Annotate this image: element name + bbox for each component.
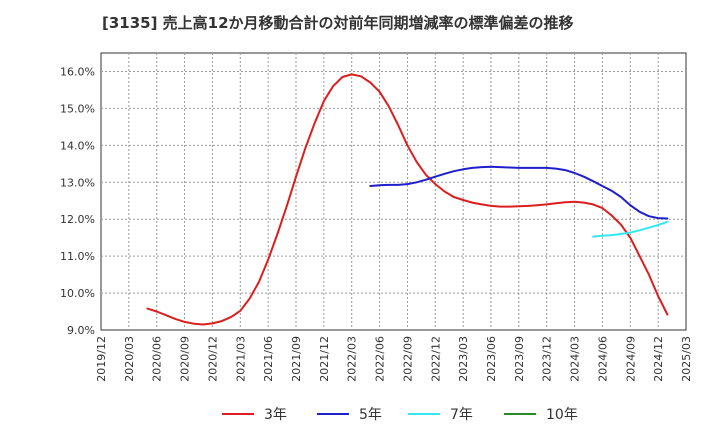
x-tick-label: 2022/12	[429, 336, 442, 382]
y-tick-label: 13.0%	[60, 176, 95, 189]
legend-label-10年: 10年	[546, 407, 578, 423]
x-tick-label: 2022/03	[346, 336, 359, 382]
y-tick-label: 10.0%	[60, 287, 95, 300]
y-tick-label: 12.0%	[60, 213, 95, 226]
x-tick-label: 2024/09	[624, 336, 637, 382]
x-tick-label: 2021/03	[234, 336, 247, 382]
legend-label-5年: 5年	[359, 407, 382, 423]
plot-area	[100, 52, 687, 331]
x-tick-label: 2024/06	[596, 336, 609, 382]
x-tick-label: 2025/03	[680, 336, 693, 382]
x-tick-label: 2021/06	[262, 336, 275, 382]
x-tick-label: 2023/09	[513, 336, 526, 382]
axis-labels: 9.0% 10.0% 11.0% 12.0% 13.0% 14.0% 15.0% 16.0% 2…	[60, 65, 693, 381]
x-tick-label: 2020/12	[206, 336, 219, 382]
grid-lines	[101, 53, 686, 330]
y-tick-label: 16.0%	[60, 65, 95, 78]
x-tick-label: 2023/06	[485, 336, 498, 382]
x-tick-label: 2022/09	[401, 336, 414, 382]
y-tick-label: 11.0%	[60, 250, 95, 263]
series-line-7年	[592, 220, 669, 238]
x-tick-label: 2021/12	[318, 336, 331, 382]
x-tick-label: 2023/12	[541, 336, 554, 382]
x-tick-label: 2022/06	[374, 336, 387, 382]
y-tick-label: 9.0%	[67, 324, 95, 337]
x-tick-label: 2020/06	[151, 336, 164, 382]
y-tick-label: 14.0%	[60, 139, 95, 152]
series-line-3年	[146, 73, 669, 326]
x-tick-label: 2020/09	[179, 336, 192, 382]
chart-title: [3135] 売上高12か月移動合計の対前年同期増減率の標準偏差の推移	[102, 14, 574, 32]
y-tick-label: 15.0%	[60, 102, 95, 115]
x-tick-label: 2024/12	[652, 336, 665, 382]
legend-label-7年: 7年	[450, 407, 473, 423]
x-tick-label: 2019/12	[95, 336, 108, 382]
legend-label-3年: 3年	[264, 407, 287, 423]
series-lines	[146, 73, 669, 326]
legend: 3年 5年 7年 10年	[222, 407, 578, 423]
series-line-5年	[369, 165, 669, 220]
x-tick-label: 2024/03	[569, 336, 582, 382]
x-tick-label: 2023/03	[457, 336, 470, 382]
x-tick-label: 2020/03	[123, 336, 136, 382]
x-tick-label: 2021/09	[290, 336, 303, 382]
